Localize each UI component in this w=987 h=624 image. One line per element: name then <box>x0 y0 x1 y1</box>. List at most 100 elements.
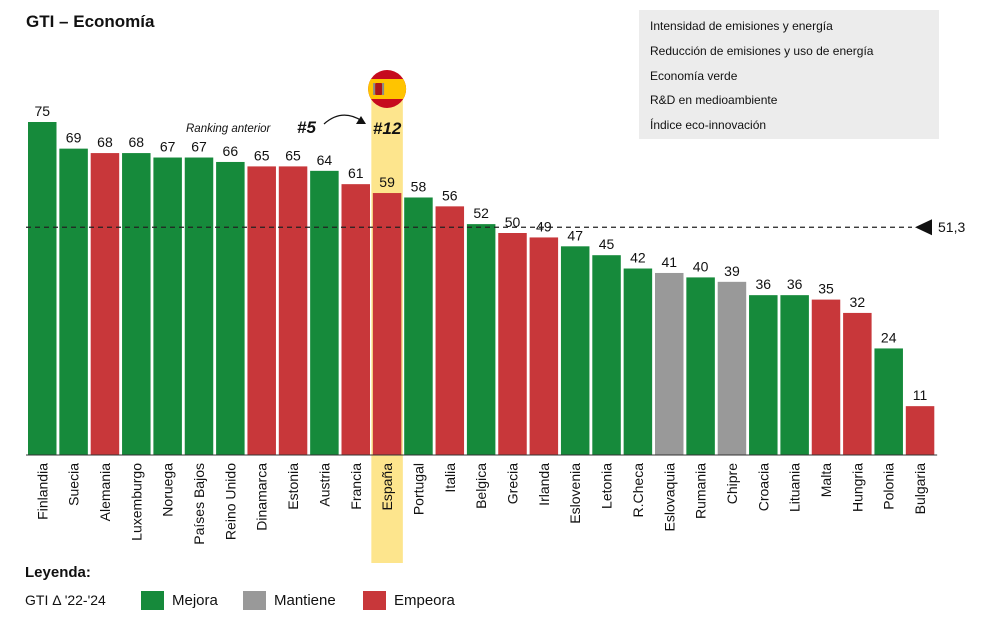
bar <box>153 157 182 455</box>
bar-value-label: 47 <box>567 227 583 243</box>
bar <box>843 312 872 455</box>
bar <box>874 348 903 455</box>
bar-value-label: 56 <box>442 187 458 203</box>
bar <box>466 224 496 455</box>
category-label: Eslovaquia <box>661 463 677 532</box>
category-label: Noruega <box>160 463 176 517</box>
legend-swatch-empeora <box>363 591 386 610</box>
bar-value-label: 32 <box>850 294 866 310</box>
arrow-icon <box>323 114 363 125</box>
bar <box>247 166 276 455</box>
bar <box>780 295 809 455</box>
bar <box>184 157 214 455</box>
bar <box>655 272 684 455</box>
previous-ranking-label: Ranking anterior <box>186 123 272 135</box>
category-label: Finlandia <box>34 463 50 520</box>
category-label: Países Bajos <box>191 463 207 545</box>
category-label: Irlanda <box>536 463 552 506</box>
bar <box>529 237 559 455</box>
bar-value-label: 40 <box>693 258 709 274</box>
bar-value-label: 75 <box>34 103 50 119</box>
bar-value-label: 49 <box>536 218 552 234</box>
category-label: Polonia <box>881 463 897 510</box>
bar-value-label: 45 <box>599 236 615 252</box>
bar-value-label: 59 <box>379 174 395 190</box>
bar <box>341 184 370 455</box>
info-item: Índice eco-innovación <box>650 118 767 132</box>
category-label: Suecia <box>66 463 82 506</box>
bar <box>623 268 653 455</box>
category-label: Letonia <box>599 463 615 509</box>
category-label: Croacia <box>755 463 771 511</box>
info-item: R&D en medioambiente <box>650 93 778 107</box>
category-label: Chipre <box>724 463 740 504</box>
bar-value-label: 52 <box>473 205 489 221</box>
bar <box>216 161 245 455</box>
indicator-info-box: Intensidad de emisiones y energía Reducc… <box>639 10 939 139</box>
legend-swatch-mantiene <box>243 591 266 610</box>
bar-value-label: 64 <box>317 152 333 168</box>
bar <box>811 299 841 455</box>
bar-value-label: 65 <box>254 147 270 163</box>
bar <box>592 255 621 455</box>
previous-rank: #5 <box>297 118 316 137</box>
bar-value-label: 36 <box>787 276 803 292</box>
category-label: Bulgaria <box>912 463 928 515</box>
arrow-head-icon <box>356 116 366 124</box>
category-label: Francia <box>348 463 364 510</box>
bar-value-label: 69 <box>66 130 82 146</box>
bar <box>28 122 57 455</box>
info-item: Economía verde <box>650 69 738 83</box>
category-label: Lituania <box>787 463 803 512</box>
current-rank: #12 <box>373 119 402 138</box>
bar-value-label: 11 <box>913 387 928 403</box>
bar <box>59 148 88 455</box>
bar-value-label: 41 <box>661 254 677 270</box>
chart-title: GTI – Economía <box>26 12 155 31</box>
bar <box>498 233 527 455</box>
bar-value-label: 67 <box>160 139 176 155</box>
category-label: Italia <box>442 463 458 493</box>
legend-label-mantiene: Mantiene <box>274 592 336 609</box>
bar <box>372 193 402 456</box>
category-label: Luxemburgo <box>128 463 144 541</box>
legend-label-mejora: Mejora <box>172 592 218 609</box>
bar-value-label: 67 <box>191 139 207 155</box>
flag-stripes <box>368 70 407 108</box>
bar-value-label: 36 <box>756 276 772 292</box>
legend-swatch-mejora <box>141 591 164 610</box>
bar <box>310 170 339 455</box>
category-label: Grecia <box>505 463 521 504</box>
bar <box>435 206 465 455</box>
bar <box>278 166 308 455</box>
info-item: Intensidad de emisiones y energía <box>650 19 833 33</box>
bar-value-label: 61 <box>348 165 364 181</box>
bar-value-label: 39 <box>724 263 740 279</box>
category-label: Malta <box>818 463 834 497</box>
bar-value-label: 68 <box>97 134 113 150</box>
spain-flag-icon <box>368 70 407 108</box>
flag-pillar-right <box>382 83 385 95</box>
average-value-label: 51,3 <box>938 219 965 235</box>
legend-label-empeora: Empeora <box>394 592 455 609</box>
category-label: Austria <box>316 463 332 507</box>
bar-value-label: 50 <box>505 214 521 230</box>
category-label: Eslovenia <box>567 463 583 524</box>
bar <box>90 153 120 455</box>
category-label: Alemania <box>97 463 113 522</box>
category-label: Reino Unido <box>222 463 238 540</box>
bar <box>717 281 747 455</box>
legend-caption: GTI Δ '22-'24 <box>25 592 106 608</box>
bar-value-label: 65 <box>285 147 301 163</box>
bar <box>122 153 151 455</box>
category-label: Rumania <box>693 463 709 519</box>
bar <box>560 246 590 455</box>
bar-value-label: 42 <box>630 250 646 266</box>
average-marker-icon <box>915 219 932 236</box>
legend-title: Leyenda: <box>25 564 91 581</box>
bar <box>905 406 935 455</box>
bar-value-label: 68 <box>129 134 145 150</box>
category-label: R.Checa <box>630 463 646 518</box>
bar <box>404 197 433 456</box>
